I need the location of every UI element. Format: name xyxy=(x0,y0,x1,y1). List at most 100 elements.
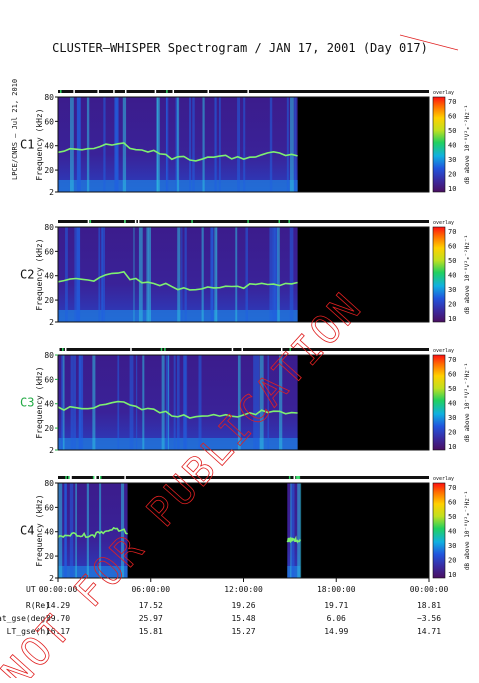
colorbar-label: dB above 10⁻⁸V²ₘ⁻²Hz⁻¹ xyxy=(464,491,471,570)
emission-burst xyxy=(86,97,90,192)
coverage-tick xyxy=(280,348,283,351)
side-credit: LPCE/CNRS – Jul 21, 2010 xyxy=(11,79,19,180)
colorbar-tick-label: 50 xyxy=(448,513,456,521)
panel-c2: 80 60 40 20 2 Frequency (kHz)C2 70 60 50 40 30 20 10… xyxy=(20,220,471,327)
emission-burst xyxy=(294,97,297,192)
emission-burst xyxy=(92,355,96,450)
colorbar xyxy=(432,354,446,451)
emission-burst xyxy=(75,483,77,578)
colorbar-tick-label: 60 xyxy=(448,243,456,251)
emission-burst xyxy=(202,97,205,192)
x-tick-label: 00:00:00 xyxy=(410,585,449,594)
coverage-tick xyxy=(289,348,291,351)
y-tick-label: 20 xyxy=(44,296,54,305)
colorbar-tick-label: 10 xyxy=(448,571,456,579)
colorbar-tick-label: 50 xyxy=(448,257,456,265)
emission-burst xyxy=(237,97,240,192)
emission-burst xyxy=(146,227,149,322)
colorbar-tick-label: 70 xyxy=(448,356,456,364)
ephemeris-value: 15.48 xyxy=(231,614,255,623)
ephemeris-row-label: LT_gse(h) xyxy=(7,627,50,636)
spectrogram-data-region xyxy=(57,97,298,192)
panel-frame xyxy=(57,226,430,323)
y-tick-label: 40 xyxy=(44,528,54,537)
emission-burst xyxy=(173,355,176,450)
ephemeris-value: 14.29 xyxy=(46,601,70,610)
emission-burst xyxy=(136,355,138,450)
y-tick-label: 2 xyxy=(49,574,54,583)
emission-burst xyxy=(189,97,192,192)
emission-burst xyxy=(167,355,169,450)
emission-burst xyxy=(69,97,74,192)
colorbar-tick-label: 20 xyxy=(448,301,456,309)
x-tick-label: 06:00:00 xyxy=(131,585,170,594)
colorbar-tick-label: 60 xyxy=(448,371,456,379)
coverage-tick xyxy=(288,220,290,223)
ephemeris-row-label: Lat_gse(deg) xyxy=(0,614,50,623)
y-tick-label: 2 xyxy=(49,188,54,197)
coverage-tick xyxy=(99,476,102,479)
coverage-bar xyxy=(58,90,429,93)
emission-burst xyxy=(64,483,67,578)
colorbar-tick-label: 50 xyxy=(448,385,456,393)
spectrogram-background xyxy=(58,483,128,578)
emission-burst xyxy=(267,355,269,450)
y-axis-label: Frequency (kHz) xyxy=(35,108,44,180)
colorbar-tick-label: 40 xyxy=(448,400,456,408)
emission-burst xyxy=(237,355,241,450)
coverage-tick xyxy=(130,348,132,351)
emission-burst xyxy=(73,355,76,450)
emission-burst xyxy=(99,483,102,578)
watermark-slash xyxy=(399,34,459,51)
y-tick-label: 60 xyxy=(44,503,54,512)
y-axis-label: Frequency (kHz) xyxy=(35,494,44,566)
ephemeris-value: 6.06 xyxy=(327,614,346,623)
colorbar-tick-label: 70 xyxy=(448,98,456,106)
spectrogram-data-region xyxy=(57,355,298,450)
colorbar-tick-label: 10 xyxy=(448,443,456,451)
y-tick-label: 2 xyxy=(49,318,54,327)
emission-burst xyxy=(98,227,100,322)
y-tick-label: 40 xyxy=(44,400,54,409)
emission-burst xyxy=(215,227,218,322)
emission-burst xyxy=(279,355,283,450)
ephemeris-table: R(Re)14.29 17.52 19.26 19.71 18.81 Lat_gse(de… xyxy=(0,601,441,636)
coverage-tick xyxy=(134,220,137,223)
ephemeris-value: 16.17 xyxy=(46,627,70,636)
coverage-tick xyxy=(231,348,234,351)
emission-burst xyxy=(277,227,280,322)
colorbar-label: dB above 10⁻⁸V²ₘ⁻²Hz⁻¹ xyxy=(464,235,471,314)
y-tick-label: 60 xyxy=(44,375,54,384)
coverage-tick xyxy=(278,220,280,223)
coverage-tick xyxy=(293,476,296,479)
coverage-tick xyxy=(296,476,298,479)
colorbar-header: overlay xyxy=(433,90,454,96)
coverage-tick xyxy=(113,90,115,93)
coverage-tick xyxy=(99,476,101,479)
emission-burst xyxy=(176,97,180,192)
emission-burst xyxy=(76,227,80,322)
colorbar-tick-label: 20 xyxy=(448,557,456,565)
coverage-tick xyxy=(166,90,168,93)
emission-burst xyxy=(198,355,202,450)
emission-burst xyxy=(62,355,65,450)
x-axis-label: UT xyxy=(26,585,36,594)
coverage-tick xyxy=(154,90,157,93)
colorbar-tick-label: 70 xyxy=(448,228,456,236)
coverage-tick xyxy=(69,476,71,479)
ephemeris-value: 14.71 xyxy=(417,627,441,636)
ephemeris-value: −3.56 xyxy=(417,614,441,623)
emission-burst xyxy=(161,355,165,450)
coverage-tick xyxy=(124,220,126,223)
coverage-tick xyxy=(60,90,62,93)
ephemeris-value: 39.70 xyxy=(46,614,70,623)
emission-burst xyxy=(259,355,264,450)
figure-title: CLUSTER–WHISPER Spectrogram / JAN 17, 20… xyxy=(52,41,428,55)
coverage-tick xyxy=(247,90,249,93)
colorbar-header: overlay xyxy=(433,476,454,482)
spectrogram-data-region xyxy=(286,483,302,578)
emission-burst xyxy=(102,227,106,322)
coverage-tick xyxy=(124,90,127,93)
coverage-tick xyxy=(70,476,72,479)
